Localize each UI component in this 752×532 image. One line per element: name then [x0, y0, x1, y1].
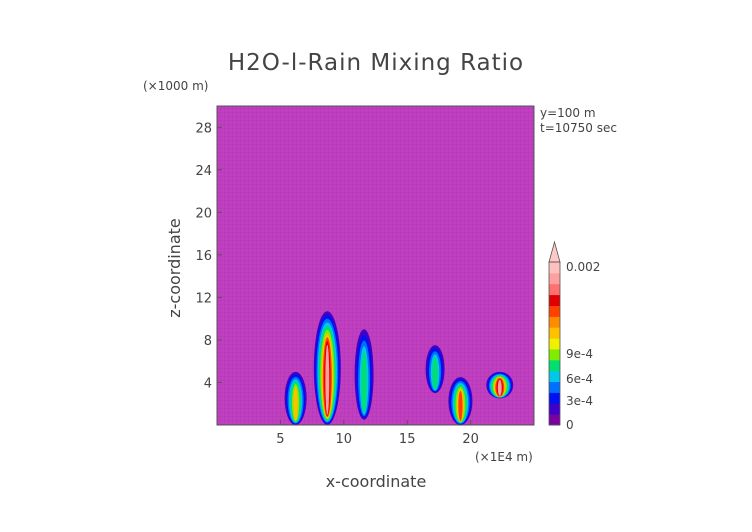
y-axis-label: z-coordinate	[165, 218, 184, 318]
plume-level	[432, 357, 438, 390]
colorbar-segment	[549, 262, 560, 274]
x-axis-label: x-coordinate	[326, 472, 427, 491]
colorbar-segment	[549, 348, 560, 361]
colorbar-segment	[549, 283, 560, 296]
y-tick-label: 12	[195, 291, 212, 306]
colorbar-tick-label: 3e-4	[566, 394, 593, 408]
colorbar-segment	[549, 403, 560, 415]
colorbar-segment	[549, 294, 560, 306]
plume-level	[458, 390, 463, 421]
rain-plume-1	[284, 371, 307, 425]
plume-level	[293, 386, 298, 421]
x-tick-label: 5	[276, 432, 284, 447]
colorbar-extend-arrow	[548, 240, 561, 263]
y-tick-label: 28	[195, 121, 212, 136]
y-tick-label: 8	[204, 334, 212, 349]
plume-level	[361, 351, 367, 413]
plot-area	[216, 105, 535, 426]
colorbar-segment	[549, 381, 560, 393]
colorbar-segment	[549, 359, 560, 372]
x-unit-label: (×1E4 m)	[475, 450, 533, 464]
y-unit-label: (×1000 m)	[143, 79, 208, 93]
annotation-t: t=10750 sec	[540, 121, 617, 135]
colorbar-segment	[549, 370, 560, 383]
plume-level	[497, 379, 502, 397]
y-tick-label: 24	[195, 164, 212, 179]
colorbar-segment	[549, 392, 560, 404]
colorbar-segment	[549, 338, 560, 350]
colorbar-segment	[549, 327, 560, 339]
rain-plume-2	[313, 311, 341, 425]
y-tick-label: 16	[195, 249, 212, 264]
chart-title: H2O-l-Rain Mixing Ratio	[228, 50, 524, 76]
y-tick-label: 20	[195, 206, 212, 221]
annotation-y: y=100 m	[540, 106, 596, 120]
colorbar-frame	[548, 261, 561, 426]
y-ticks: 4 8 12 16 20 24 28	[195, 121, 222, 391]
colorbar-segment	[549, 272, 560, 285]
colorbar: 0 3e-4 6e-4 9e-4 0.002	[548, 240, 600, 432]
x-tick-label: 10	[336, 432, 353, 447]
rain-plume-5	[448, 377, 473, 426]
rain-plume-3	[354, 329, 374, 420]
plot-grid	[217, 106, 534, 425]
colorbar-segment	[549, 305, 560, 317]
colorbar-tick-label: 0.002	[566, 260, 600, 274]
x-ticks: 5 10 15 20	[276, 420, 479, 447]
plot-frame	[216, 105, 535, 426]
colorbar-tick-label: 9e-4	[566, 347, 593, 361]
colorbar-segment	[549, 316, 560, 328]
colorbar-segment	[549, 414, 560, 426]
colorbar-tick-label: 0	[566, 418, 574, 432]
rain-plume-4	[425, 345, 445, 394]
x-tick-label: 20	[462, 432, 479, 447]
x-tick-label: 15	[399, 432, 416, 447]
rain-plume-6	[486, 371, 514, 399]
y-tick-label: 4	[204, 376, 212, 391]
colorbar-tick-label: 6e-4	[566, 372, 593, 386]
plume-level	[325, 344, 330, 415]
